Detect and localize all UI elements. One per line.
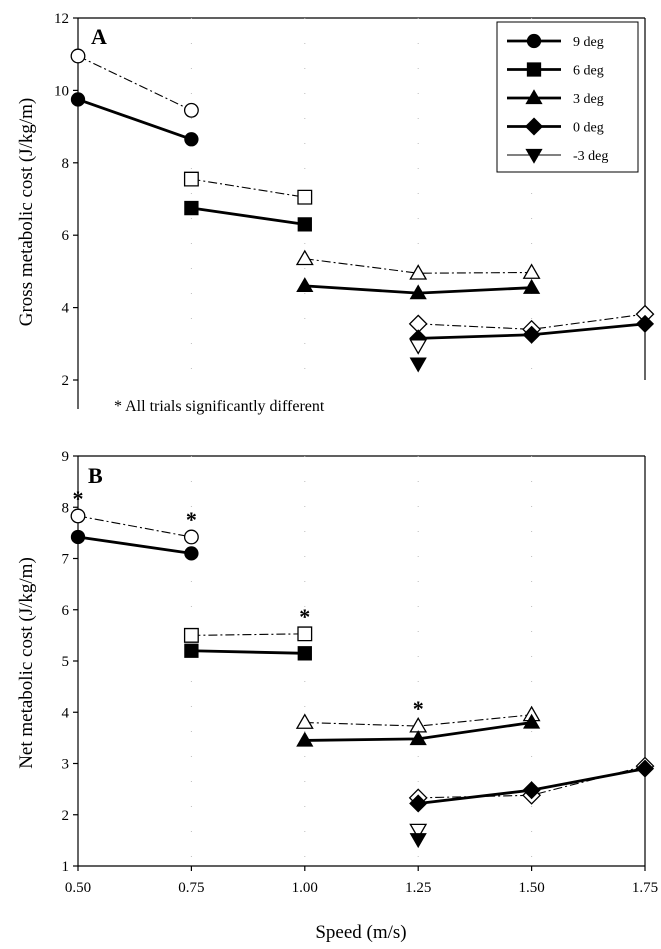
data-point-3-deg-filled: [409, 730, 427, 746]
series-line-0-deg-open: [418, 313, 646, 330]
panel-a-series: [70, 48, 655, 373]
series-line-9-deg-filled: [77, 98, 192, 141]
y-tick-label: 4: [62, 705, 70, 721]
data-point-minus-3-deg-open: [409, 823, 428, 840]
panel-a-letter: A: [91, 24, 107, 49]
data-point-0-deg-filled: [635, 314, 655, 333]
y-tick-label: 2: [62, 373, 70, 389]
data-point-6-deg-filled: [184, 643, 199, 658]
significance-star: *: [73, 486, 84, 511]
data-point-9-deg-open: [70, 48, 86, 64]
data-point-6-deg-open: [183, 171, 199, 187]
data-point-9-deg-filled: [70, 92, 86, 107]
data-point-9-deg-open: [183, 529, 199, 545]
data-point-6-deg-filled: [184, 200, 199, 216]
data-point-9-deg-open: [183, 102, 199, 118]
data-point-6-deg-filled: [297, 217, 312, 232]
significance-star: *: [299, 604, 310, 629]
y-tick-label: 12: [54, 11, 69, 27]
y-tick-label: 7: [62, 552, 70, 568]
series-line-9-deg-filled: [77, 535, 192, 555]
data-point-3-deg-filled: [409, 284, 427, 300]
x-tick-label: 0.50: [65, 880, 91, 896]
data-point-3-deg-open: [409, 264, 428, 280]
panel-b-grid: [190, 456, 533, 866]
x-tick-label: 1.75: [632, 880, 658, 896]
data-point-0-deg-filled: [522, 781, 541, 800]
series-line-6-deg-filled: [191, 206, 305, 226]
data-point-9-deg-filled: [184, 132, 199, 147]
panel-a-y-ticks: 2 4 6 8 10 12: [54, 11, 78, 389]
panel-a-y-axis-title: Gross metabolic cost (J/kg/m): [16, 98, 37, 327]
x-tick-label: 0.75: [178, 880, 204, 896]
legend-label-3-deg: 3 deg: [573, 92, 604, 107]
data-point-3-deg-filled: [296, 277, 314, 293]
data-point-9-deg-filled: [70, 529, 86, 545]
data-point-minus-3-deg-filled: [409, 833, 427, 849]
x-tick-label: 1.25: [405, 880, 431, 896]
data-point-9-deg-filled: [184, 546, 199, 561]
significance-star: *: [186, 507, 197, 532]
y-tick-label: 6: [62, 603, 70, 619]
data-point-6-deg-open: [183, 627, 199, 643]
data-point-9-deg-open: [70, 508, 86, 524]
series-line-3-deg-open: [304, 714, 532, 727]
data-point-3-deg-open: [295, 713, 314, 729]
legend-items: 9 deg 6 deg 3 deg 0 deg -3 deg: [507, 33, 608, 164]
x-axis-title: Speed (m/s): [315, 922, 406, 943]
legend-marker-minus-3-deg: [525, 148, 543, 164]
legend-label-0-deg: 0 deg: [573, 121, 604, 136]
legend-label-minus-3-deg: -3 deg: [573, 149, 608, 164]
panel-a-grid: [190, 18, 533, 380]
data-point-3-deg-filled: [296, 731, 314, 747]
series-line-6-deg-filled: [191, 649, 305, 655]
significance-stars: * * * *: [73, 486, 424, 721]
legend-marker-9-deg: [526, 33, 542, 49]
y-tick-label: 6: [62, 228, 70, 244]
y-tick-label: 9: [62, 449, 70, 465]
data-point-0-deg-filled: [635, 759, 655, 778]
legend-marker-3-deg: [525, 89, 543, 105]
data-point-0-deg-filled: [522, 325, 541, 344]
y-tick-label: 4: [62, 301, 70, 317]
x-tick-label: 1.00: [292, 880, 318, 896]
y-tick-label: 2: [62, 808, 70, 824]
series-line-9-deg-open: [77, 55, 192, 111]
legend: 9 deg 6 deg 3 deg 0 deg -3 deg: [496, 21, 639, 173]
legend-marker-0-deg: [524, 117, 544, 136]
data-point-3-deg-open: [522, 263, 541, 279]
series-line-6-deg-open: [191, 633, 305, 636]
y-tick-label: 8: [62, 156, 70, 172]
data-point-0-deg-filled: [409, 794, 428, 813]
data-point-6-deg-open: [297, 189, 313, 205]
data-point-minus-3-deg-filled: [409, 357, 427, 373]
legend-label-9-deg: 9 deg: [573, 35, 604, 50]
y-tick-label: 3: [62, 757, 70, 773]
panel-b-axis-ticks: 1 2 3 4 5 6 7 8 9 0.50 0.75 1.00 1.25 1.50 1.75: [62, 449, 659, 896]
y-tick-label: 8: [62, 500, 70, 516]
panel-b-y-axis-title: Net metabolic cost (J/kg/m): [16, 557, 37, 769]
panel-b-net-metabolic-cost: 1 2 3 4 5 6 7 8 9 0.50 0.75 1.00 1.25 1.50 1.75 Net me…: [16, 449, 658, 943]
y-tick-label: 1: [62, 859, 70, 875]
series-line-9-deg-open: [77, 515, 192, 538]
data-point-6-deg-open: [297, 626, 313, 642]
series-line-6-deg-open: [191, 178, 305, 198]
y-tick-label: 5: [62, 654, 70, 670]
significance-star: *: [413, 696, 424, 721]
y-tick-label: 10: [54, 83, 69, 99]
data-point-6-deg-filled: [297, 646, 312, 661]
legend-marker-6-deg: [526, 62, 542, 77]
x-tick-label: 1.50: [518, 880, 544, 896]
legend-label-6-deg: 6 deg: [573, 64, 604, 79]
panel-b-letter: B: [88, 463, 103, 488]
panel-a-gross-metabolic-cost: 2 4 6 8 10 12 Gross metabolic cost (J/kg/m) A…: [16, 11, 655, 415]
data-point-3-deg-filled: [523, 713, 541, 729]
panel-b-series: [70, 508, 655, 849]
significance-note: * All trials significantly different: [114, 398, 325, 415]
data-point-minus-3-deg-open: [409, 339, 428, 355]
data-point-3-deg-filled: [523, 278, 541, 294]
data-point-3-deg-open: [295, 249, 314, 266]
